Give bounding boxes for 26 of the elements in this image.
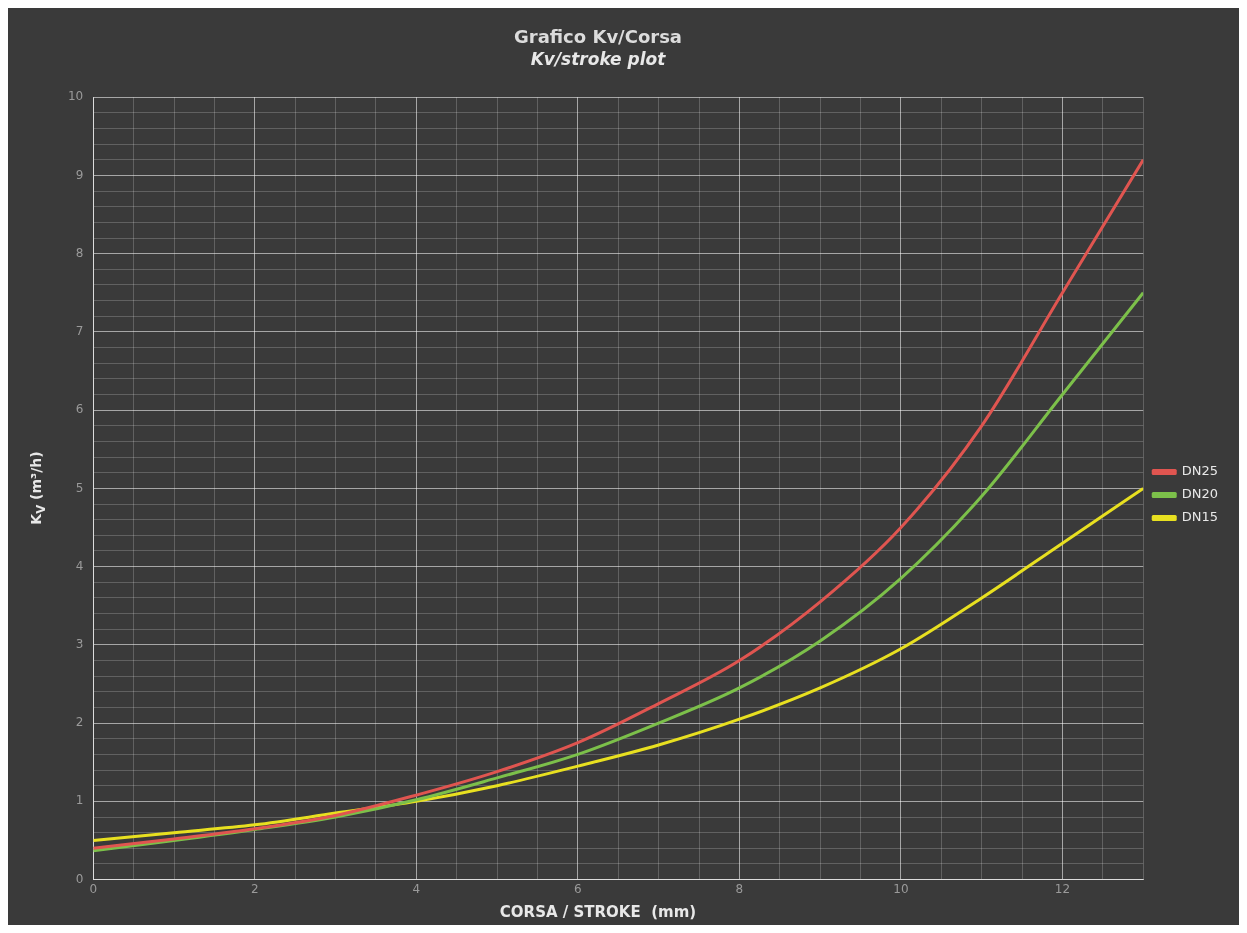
line-series	[93, 486, 1144, 842]
x-tick-label: 12	[1054, 881, 1071, 896]
x-tick-label: 4	[412, 881, 421, 896]
x-tick-label: 10	[893, 881, 909, 896]
y-tick-label: 3	[75, 637, 84, 652]
x-tick-label: 6	[574, 881, 582, 896]
y-tick-label: 9	[75, 167, 84, 182]
y-tick-label: 8	[75, 245, 84, 260]
legend-label: DN15	[1181, 509, 1218, 525]
legend-label: DN20	[1181, 486, 1218, 502]
x-tick-label: 2	[250, 881, 259, 896]
y-tick-label: 10	[67, 89, 84, 104]
y-tick-label: 6	[75, 402, 84, 417]
y-tick-label: 5	[75, 480, 84, 495]
x-axis-title: CORSA / STROKE (mm)	[498, 903, 698, 921]
y-tick-label: 0	[75, 871, 84, 886]
y-tick-label: 4	[75, 558, 84, 573]
chart-title: Grafico Kv/Corsa	[513, 26, 683, 47]
legend-label: DN25	[1181, 463, 1218, 479]
y-tick-label: 2	[75, 715, 84, 730]
y-tick-label: 7	[75, 324, 84, 339]
chart-subtitle: Kv/stroke plot	[529, 49, 667, 69]
x-tick-label: 8	[735, 881, 744, 896]
y-tick-label: 1	[75, 793, 84, 808]
x-tick-label: 0	[89, 881, 98, 896]
line-series	[93, 158, 1144, 850]
